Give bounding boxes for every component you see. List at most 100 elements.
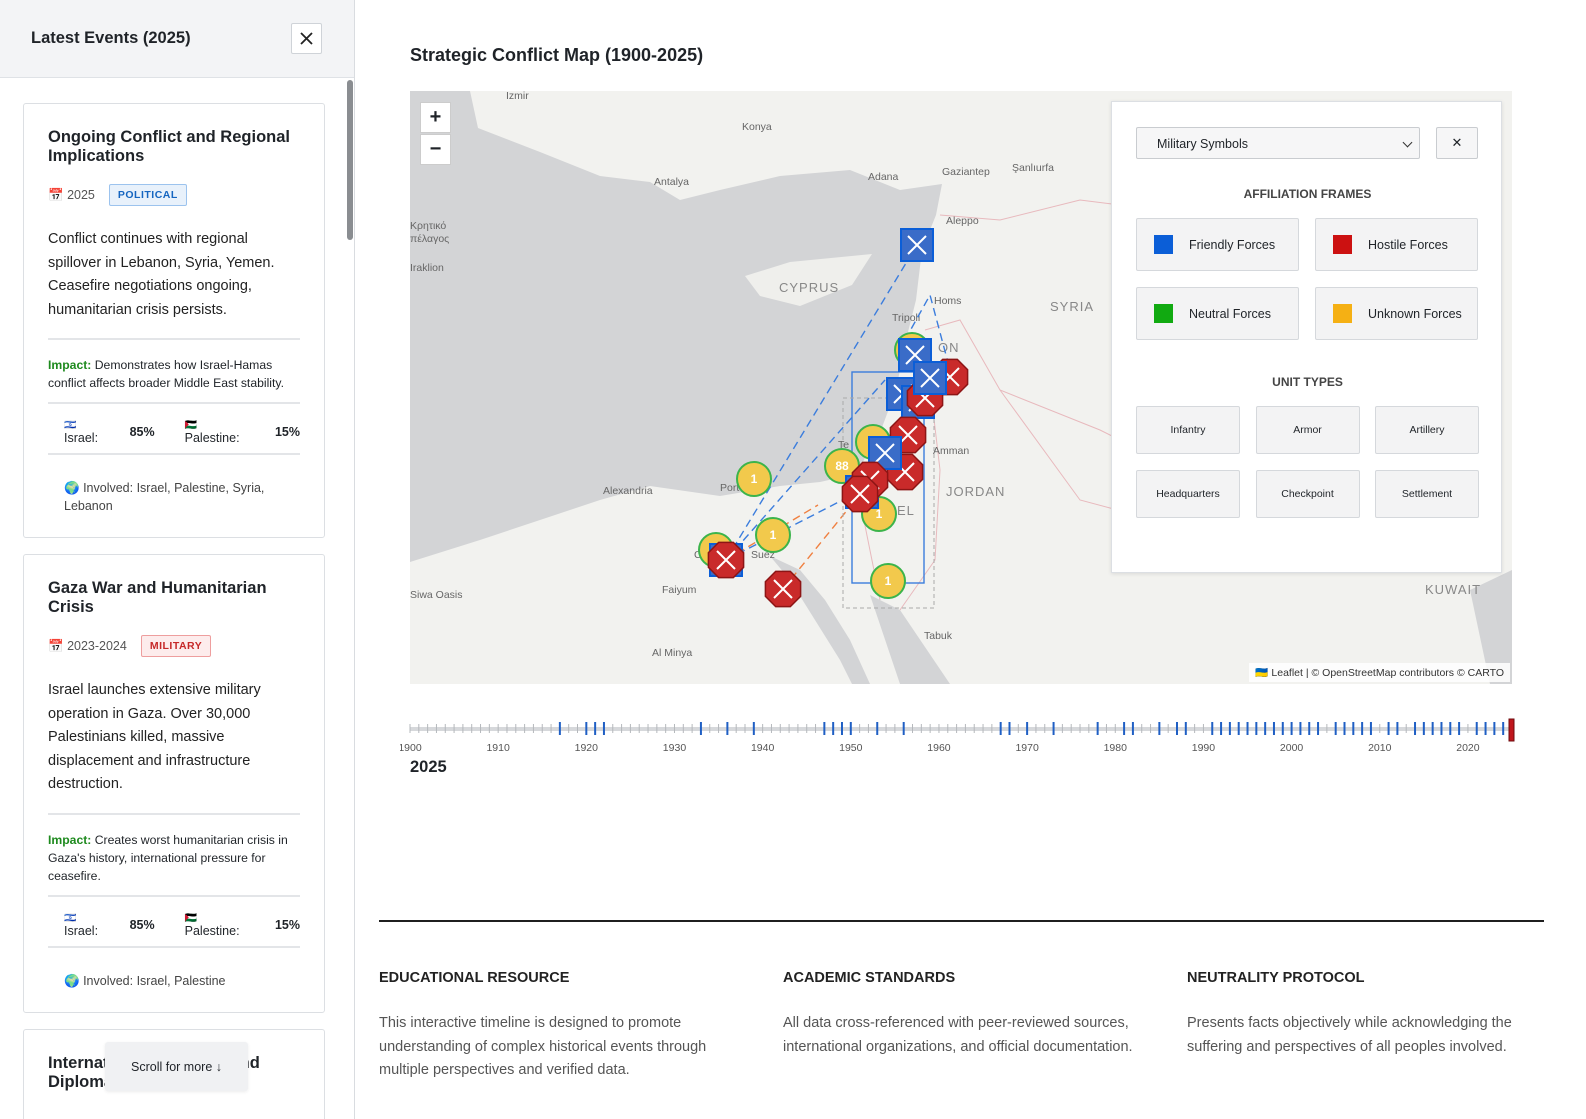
place-label: EL xyxy=(897,503,915,518)
perspective-label: 🇮🇱 Israel: xyxy=(64,420,98,445)
affiliation-item[interactable]: Hostile Forces xyxy=(1315,218,1478,271)
attribution: 🇺🇦 Leaflet | © OpenStreetMap contributor… xyxy=(1249,663,1510,682)
perspective-value: 15% xyxy=(274,425,300,439)
sidebar-header: Latest Events (2025) xyxy=(0,0,354,78)
map[interactable]: İzmir Konya Adana Gaziantep Şanlıurfa Antalya… xyxy=(410,91,1512,684)
timeline-label: 1930 xyxy=(663,742,687,754)
timeline-label: 1920 xyxy=(575,742,599,754)
event-title: Gaza War and Humanitarian Crisis xyxy=(48,579,267,616)
place-label: Al Minya xyxy=(652,647,692,659)
marker-cross xyxy=(716,550,736,570)
cluster-count: 88 xyxy=(835,459,849,473)
event-description: Conflict continues with regional spillov… xyxy=(48,228,300,340)
event-meta: 📅 2023-2024 MILITARY xyxy=(48,635,300,657)
place-label: ON xyxy=(938,340,960,355)
place-label: C xyxy=(694,549,702,561)
affiliation-swatch xyxy=(1154,304,1173,323)
event-card: Ongoing Conflict and Regional Implicatio… xyxy=(23,103,325,538)
perspective: 🇮🇱 Israel: 85% xyxy=(64,420,185,445)
involved-text: Involved: Israel, Palestine xyxy=(83,973,226,988)
event-description: Israel launches extensive military opera… xyxy=(48,679,300,815)
place-label: Iraklion xyxy=(410,262,444,274)
timeline-label: 1950 xyxy=(839,742,863,754)
involved: 🌍 Involved: Israel, Palestine xyxy=(48,948,300,990)
involved: 🌍 Involved: Israel, Palestine, Syria, Le… xyxy=(48,455,300,515)
impact-text: Creates worst humanitarian crisis in Gaz… xyxy=(48,832,288,883)
scroll-hint: Scroll for more ↓ xyxy=(105,1042,248,1091)
place-label: Κρητικό xyxy=(410,220,446,232)
zoom-out[interactable]: − xyxy=(420,134,451,165)
unit-type[interactable]: Checkpoint xyxy=(1255,470,1360,518)
involved-text: Involved: Israel, Palestine, Syria, Leba… xyxy=(64,481,265,513)
affiliation-swatch xyxy=(1154,235,1173,254)
unit-type[interactable]: Artillery xyxy=(1375,406,1479,454)
place-label: Port xyxy=(720,482,739,494)
section-title: UNIT TYPES xyxy=(1272,375,1343,389)
timeline-label: 2000 xyxy=(1280,742,1304,754)
affiliation-item[interactable]: Neutral Forces xyxy=(1136,287,1299,340)
impact-label: Impact: xyxy=(48,358,92,372)
zoom-in[interactable]: + xyxy=(420,102,451,133)
event-card: Gaza War and Humanitarian Crisis 📅 2023-2… xyxy=(23,554,325,1013)
event-date: 📅 2025 xyxy=(48,188,95,203)
current-marker xyxy=(1508,718,1515,742)
timeline-label: 1940 xyxy=(751,742,775,754)
place-label: Te xyxy=(838,439,849,451)
perspective-label: 🇵🇸 Palestine: xyxy=(185,420,240,445)
party: Palestine: xyxy=(184,431,240,445)
sidebar: Latest Events (2025) Ongoing Conflict an… xyxy=(0,0,355,1119)
cluster-count: 1 xyxy=(885,574,892,588)
footer-text: This interactive timeline is designed to… xyxy=(379,1015,707,1078)
perspective-value: 85% xyxy=(129,917,155,932)
place-label: Siwa Oasis xyxy=(410,589,463,601)
legend-close[interactable]: ✕ xyxy=(1436,127,1478,159)
footer-column: EDUCATIONAL RESOURCE This interactive tim… xyxy=(379,970,749,1083)
timeline-label: 1910 xyxy=(486,742,510,754)
unit-type[interactable]: Headquarters xyxy=(1136,470,1240,518)
place-label: Antalya xyxy=(654,176,689,188)
event-tag: MILITARY xyxy=(140,635,212,657)
unit-type[interactable]: Settlement xyxy=(1375,470,1479,518)
close-button[interactable] xyxy=(291,23,322,54)
place-label: Aleppo xyxy=(946,215,979,227)
place-label: SYRIA xyxy=(1050,299,1094,314)
affiliation-name: Neutral Forces xyxy=(1189,306,1271,321)
flag: 🇵🇸 xyxy=(184,420,198,431)
party: Palestine: xyxy=(184,923,240,938)
perspective-value: 15% xyxy=(274,917,300,932)
footer-heading: EDUCATIONAL RESOURCE xyxy=(379,970,570,986)
flag: 🇮🇱 xyxy=(64,420,77,431)
marker-cross xyxy=(875,443,895,463)
marker-cross xyxy=(850,484,870,504)
perspectives: 🇮🇱 Israel: 85% 🇵🇸 Palestine: 15% xyxy=(48,897,300,948)
perspective-value: 85% xyxy=(129,425,155,439)
perspectives: 🇮🇱 Israel: 85% 🇵🇸 Palestine: 15% xyxy=(48,404,300,455)
place-label: Faiyum xyxy=(662,584,697,596)
party: Israel: xyxy=(64,431,99,445)
perspective: 🇮🇱 Israel: 85% xyxy=(64,913,185,938)
affiliation-item[interactable]: Unknown Forces xyxy=(1315,287,1478,340)
calendar-icon: 📅 xyxy=(48,187,64,202)
place-label: Alexandria xyxy=(603,485,653,497)
place-label: Homs xyxy=(934,295,961,307)
affiliation-item[interactable]: Friendly Forces xyxy=(1136,218,1299,271)
section-title: AFFILIATION FRAMES xyxy=(1243,187,1372,201)
scrollbar[interactable] xyxy=(347,80,353,240)
symbol-select[interactable]: Military Symbols xyxy=(1136,127,1420,159)
footer-heading: NEUTRALITY PROTOCOL xyxy=(1187,970,1365,986)
perspective: 🇵🇸 Palestine: 15% xyxy=(185,913,300,938)
event-impact: Impact: Creates worst humanitarian crisi… xyxy=(48,815,300,897)
divider xyxy=(379,920,1544,922)
flag: 🇵🇸 xyxy=(184,912,198,924)
place-label: KUWAIT xyxy=(1425,582,1481,597)
unit-type[interactable]: Infantry xyxy=(1136,406,1240,454)
affiliation-swatch xyxy=(1333,304,1352,323)
timeline-label: 1970 xyxy=(1015,742,1039,754)
timeline-label: 1980 xyxy=(1104,742,1128,754)
event-tag: POLITICAL xyxy=(108,184,187,206)
cluster xyxy=(736,461,772,497)
timeline[interactable]: 1900 1910 1920 1930 1940 1950 1960 1970 1980 1990… xyxy=(400,715,1530,761)
unit-type[interactable]: Armor xyxy=(1255,406,1360,454)
